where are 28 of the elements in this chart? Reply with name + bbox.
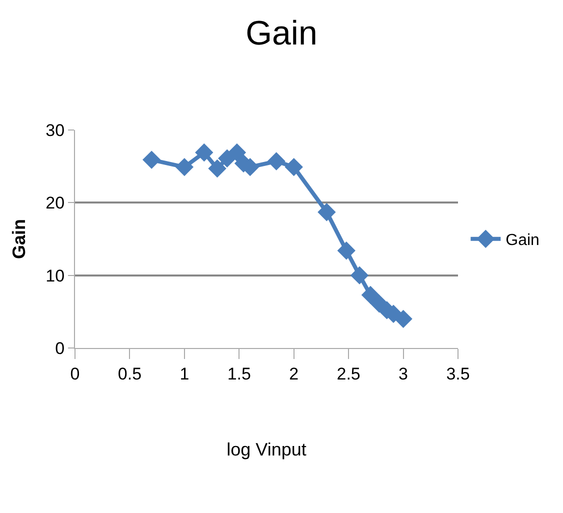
x-tick-label: 1 <box>180 364 190 384</box>
point <box>208 159 226 178</box>
point <box>228 143 246 162</box>
y-axis-title: Gain <box>8 218 29 260</box>
y-tick-label: 10 <box>46 266 65 286</box>
point <box>350 266 369 284</box>
point <box>284 158 303 176</box>
y-tick-label: 0 <box>55 338 65 358</box>
point <box>337 242 356 260</box>
x-tick-label: 0.5 <box>118 364 142 384</box>
legend-label: Gain <box>506 232 540 250</box>
x-tick-label: 0 <box>70 364 80 384</box>
x-axis-title: log Vinput <box>226 440 306 460</box>
x-tick-label: 2.5 <box>336 364 360 384</box>
point <box>361 286 380 304</box>
y-tick-label: 20 <box>46 194 65 213</box>
x-tick-label: 1.5 <box>227 364 251 384</box>
y-tick-label: 30 <box>46 120 65 140</box>
x-tick-label: 3 <box>398 364 408 384</box>
point <box>318 203 336 222</box>
point <box>175 158 194 176</box>
chart-title: Gain <box>246 14 318 52</box>
point <box>195 143 214 162</box>
point <box>267 152 286 170</box>
x-tick-label: 3.5 <box>446 364 470 384</box>
point <box>142 150 161 169</box>
x-tick-label: 2 <box>289 364 299 384</box>
point <box>394 310 412 328</box>
